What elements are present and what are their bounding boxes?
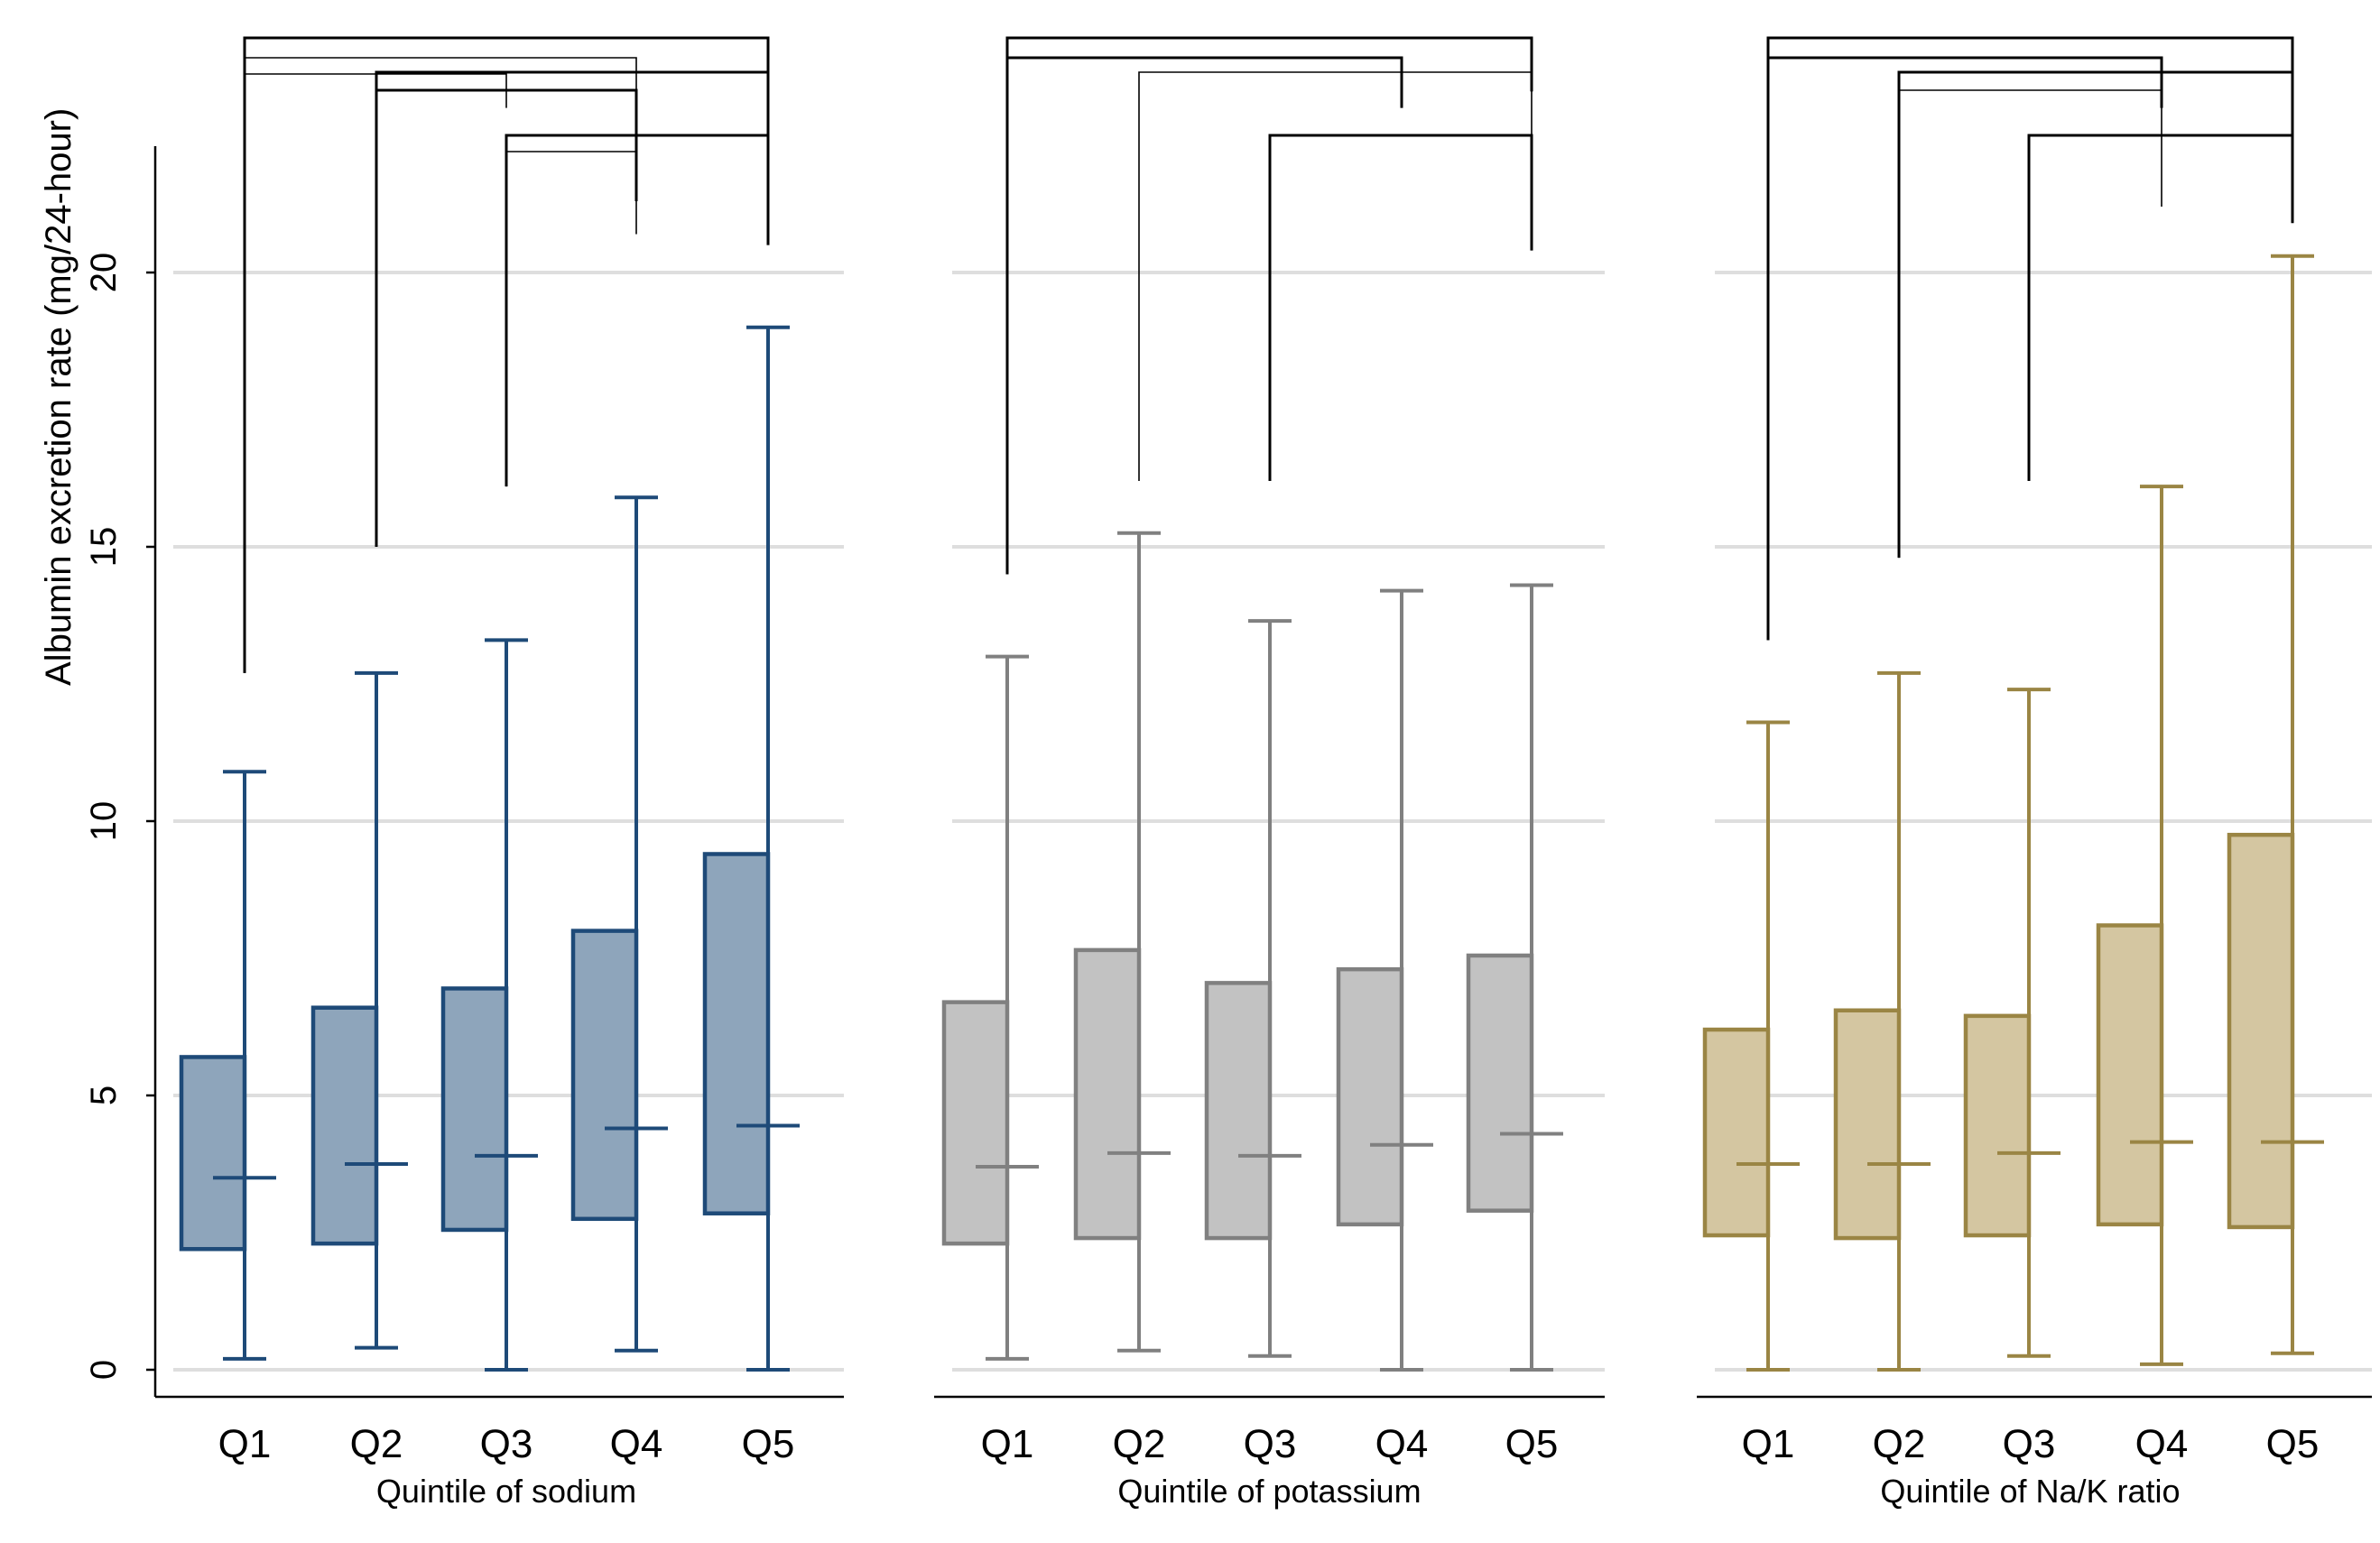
box-Q4 bbox=[1336, 588, 1433, 1372]
iqr-box bbox=[570, 929, 639, 1222]
x-axis-label: Quintile of sodium bbox=[376, 1473, 636, 1510]
panel-3: Q1 Q2 Q3 Q4 Q5 Quintile of Na/K ratio bbox=[1697, 36, 2372, 1510]
box-Q3 bbox=[1963, 688, 2061, 1358]
box-Q5 bbox=[2227, 254, 2324, 1355]
panel-1: 0 5 10 15 20 Q1 Q2 Q3 Q4 Q5 Quintile of sodium bbox=[84, 36, 844, 1510]
x-tick-label-Q3: Q3 bbox=[1244, 1422, 1297, 1466]
iqr-box bbox=[702, 852, 771, 1215]
x-tick-label-Q2: Q2 bbox=[1113, 1422, 1166, 1466]
box-Q5 bbox=[1466, 583, 1563, 1372]
y-axis-label: Albumin excretion rate (mg/24-hour) bbox=[39, 108, 79, 686]
box-Q4 bbox=[2096, 485, 2193, 1366]
box-Q1 bbox=[1702, 720, 1800, 1372]
panel-2: Q1 Q2 Q3 Q4 Q5 Quintile of potassium bbox=[934, 36, 1605, 1510]
x-axis-label: Quintile of Na/K ratio bbox=[1880, 1473, 2180, 1510]
x-tick-label-Q3: Q3 bbox=[2003, 1422, 2056, 1466]
iqr-box bbox=[179, 1055, 247, 1252]
y-tick-label-5: 5 bbox=[84, 1086, 124, 1105]
iqr-box bbox=[310, 1005, 379, 1246]
iqr-box bbox=[2227, 832, 2295, 1230]
iqr-box bbox=[941, 1000, 1010, 1246]
box-Q1 bbox=[179, 770, 276, 1361]
significance-bracket-Q2-Q4 bbox=[375, 88, 638, 547]
y-tick-label-10: 10 bbox=[84, 801, 124, 842]
x-tick-label-Q4: Q4 bbox=[610, 1422, 663, 1466]
iqr-box bbox=[1073, 947, 1142, 1241]
y-tick-label-15: 15 bbox=[84, 527, 124, 568]
x-tick-label-Q2: Q2 bbox=[350, 1422, 403, 1466]
iqr-box bbox=[2096, 923, 2164, 1227]
significance-bracket-Q3-Q5 bbox=[1268, 134, 1533, 482]
box-Q2 bbox=[310, 670, 408, 1350]
x-tick-label-Q5: Q5 bbox=[2266, 1422, 2320, 1466]
box-Q3 bbox=[440, 638, 538, 1372]
significance-bracket-Q1-Q4 bbox=[1766, 56, 2163, 641]
x-tick-label-Q1: Q1 bbox=[218, 1422, 272, 1466]
box-Q2 bbox=[1073, 531, 1171, 1353]
x-axis-label: Quintile of potassium bbox=[1117, 1473, 1421, 1510]
x-tick-label-Q3: Q3 bbox=[480, 1422, 533, 1466]
x-tick-label-Q4: Q4 bbox=[2135, 1422, 2189, 1466]
y-tick-label-0: 0 bbox=[84, 1360, 124, 1380]
box-Q1 bbox=[941, 654, 1039, 1361]
significance-bracket-Q2-Q5 bbox=[375, 70, 770, 547]
x-tick-label-Q5: Q5 bbox=[1505, 1422, 1559, 1466]
box-Q2 bbox=[1833, 670, 1931, 1372]
iqr-box bbox=[440, 986, 509, 1233]
iqr-box bbox=[1833, 1008, 1902, 1241]
iqr-box bbox=[1702, 1027, 1771, 1238]
x-tick-label-Q1: Q1 bbox=[981, 1422, 1034, 1466]
significance-bracket-Q2-Q5 bbox=[1897, 70, 2294, 559]
iqr-box bbox=[1336, 966, 1404, 1227]
x-tick-label-Q1: Q1 bbox=[1742, 1422, 1795, 1466]
x-tick-label-Q4: Q4 bbox=[1375, 1422, 1429, 1466]
significance-bracket-Q1-Q4 bbox=[1005, 56, 1403, 575]
box-Q3 bbox=[1204, 619, 1301, 1358]
box-Q5 bbox=[702, 325, 800, 1372]
significance-bracket-Q3-Q5 bbox=[2027, 134, 2294, 482]
significance-bracket-Q2-Q5 bbox=[1138, 71, 1533, 482]
box-Q4 bbox=[570, 495, 668, 1353]
iqr-box bbox=[1963, 1013, 2032, 1238]
x-tick-label-Q5: Q5 bbox=[742, 1422, 795, 1466]
significance-bracket-Q2-Q4 bbox=[1898, 89, 2162, 559]
y-tick-label-20: 20 bbox=[84, 253, 124, 293]
iqr-box bbox=[1204, 981, 1273, 1241]
significance-bracket-Q1-Q4 bbox=[244, 57, 637, 673]
iqr-box bbox=[1466, 953, 1534, 1213]
x-tick-label-Q2: Q2 bbox=[1873, 1422, 1926, 1466]
significance-bracket-Q3-Q4 bbox=[505, 151, 637, 487]
